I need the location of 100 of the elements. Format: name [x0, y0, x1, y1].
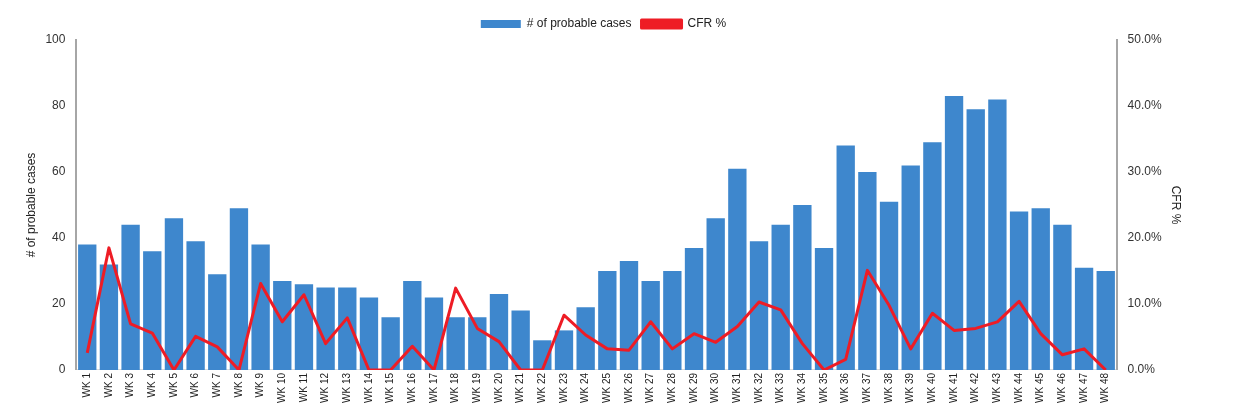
- x-tick-label: WK 31: [731, 372, 743, 404]
- x-tick-label: WK 33: [774, 372, 786, 404]
- y-tick-label: 20: [52, 296, 66, 311]
- x-tick-label: WK 26: [622, 372, 634, 404]
- x-tick-label: WK 19: [471, 372, 483, 404]
- legend-label: # of probable cases: [526, 16, 632, 31]
- x-tick-label: WK 10: [276, 372, 288, 404]
- x-tick-label: WK 8: [232, 372, 244, 398]
- y2-tick-label: 50.0%: [1127, 32, 1162, 47]
- bar: [359, 297, 379, 370]
- bar: [446, 317, 465, 370]
- bar: [684, 247, 704, 370]
- bar: [554, 330, 574, 370]
- x-tick-label: WK 20: [492, 372, 504, 404]
- x-tick-label: WK 43: [991, 372, 1003, 404]
- bar: [489, 294, 509, 370]
- bar: [273, 280, 292, 370]
- y-tick-label: 0: [58, 362, 66, 377]
- x-tick-label: WK 21: [514, 372, 526, 404]
- y-tick-label: 80: [52, 98, 66, 113]
- bar: [403, 280, 422, 370]
- bar: [316, 287, 335, 370]
- bar: [749, 241, 769, 370]
- x-tick-label: WK 40: [926, 372, 938, 404]
- x-tick-label: WK 29: [687, 372, 699, 404]
- x-tick-label: WK 36: [839, 372, 851, 404]
- x-tick-label: WK 24: [579, 372, 591, 404]
- x-tick-label: WK 35: [817, 372, 829, 404]
- bar: [619, 261, 639, 370]
- bar: [663, 270, 682, 370]
- bar: [164, 218, 184, 370]
- x-tick-label: WK 11: [297, 372, 309, 403]
- bar: [186, 241, 205, 370]
- x-tick-label: WK 30: [709, 372, 721, 404]
- y-axis-title: # of probable cases: [23, 152, 38, 258]
- bar: [641, 280, 660, 370]
- x-tick-label: WK 3: [124, 372, 136, 398]
- bar: [706, 218, 725, 370]
- x-tick-label: WK 32: [752, 372, 764, 404]
- bar: [576, 307, 595, 370]
- x-tick-label: WK 15: [384, 372, 396, 404]
- y-tick-label: 60: [52, 164, 66, 179]
- x-tick-label: WK 42: [969, 372, 981, 404]
- bar: [598, 270, 617, 370]
- x-tick-label: WK 12: [319, 372, 331, 404]
- bar: [99, 264, 119, 370]
- bar: [944, 96, 964, 370]
- x-tick-label: WK 39: [904, 372, 916, 404]
- y2-tick-label: 30.0%: [1127, 164, 1162, 179]
- y-tick-label: 40: [52, 230, 66, 245]
- x-tick-label: WK 4: [146, 372, 158, 398]
- x-tick-label: WK 9: [254, 372, 266, 398]
- y2-tick-label: 0.0%: [1127, 362, 1156, 377]
- bar: [143, 251, 162, 370]
- x-tick-label: WK 14: [362, 372, 374, 404]
- x-tick-label: WK 16: [406, 372, 418, 404]
- x-tick-label: WK 41: [947, 372, 959, 404]
- bar: [1096, 270, 1115, 370]
- x-tick-label: WK 27: [644, 372, 656, 404]
- bar: [901, 165, 920, 370]
- bar: [511, 310, 530, 370]
- x-tick-label: WK 1: [81, 372, 93, 398]
- bar: [1053, 224, 1072, 370]
- x-tick-label: WK 45: [1034, 372, 1046, 404]
- x-tick-label: WK 46: [1056, 372, 1068, 404]
- x-tick-label: WK 48: [1099, 372, 1111, 404]
- x-tick-label: WK 37: [861, 372, 873, 404]
- x-tick-label: WK 5: [167, 372, 179, 398]
- y-tick-label: 100: [45, 32, 66, 47]
- bar: [923, 142, 942, 370]
- legend-label: CFR %: [687, 16, 727, 31]
- bar: [966, 109, 985, 370]
- bar: [251, 244, 270, 370]
- bar: [468, 317, 487, 370]
- bar: [728, 168, 747, 370]
- x-tick-label: WK 38: [882, 372, 894, 404]
- bar: [78, 244, 97, 370]
- x-tick-label: WK 2: [102, 372, 114, 398]
- bar: [338, 287, 357, 370]
- y2-axis-title: CFR %: [1169, 185, 1184, 225]
- x-tick-label: WK 7: [211, 372, 223, 398]
- x-tick-label: WK 34: [796, 372, 808, 404]
- x-tick-label: WK 18: [449, 372, 461, 404]
- bar: [381, 317, 400, 370]
- bar: [879, 201, 899, 370]
- bar: [836, 145, 855, 370]
- bar: [814, 247, 834, 370]
- bar: [793, 205, 812, 370]
- y2-tick-label: 10.0%: [1127, 296, 1162, 311]
- bar: [988, 99, 1007, 370]
- bar: [229, 208, 249, 370]
- bar: [1009, 211, 1029, 370]
- bar: [1031, 208, 1050, 370]
- bar: [771, 224, 790, 370]
- x-tick-label: WK 17: [427, 372, 439, 404]
- x-tick-label: WK 6: [189, 372, 201, 398]
- x-tick-label: WK 23: [557, 372, 569, 404]
- y2-tick-label: 20.0%: [1127, 230, 1162, 245]
- x-tick-label: WK 13: [341, 372, 353, 404]
- bar: [294, 284, 314, 370]
